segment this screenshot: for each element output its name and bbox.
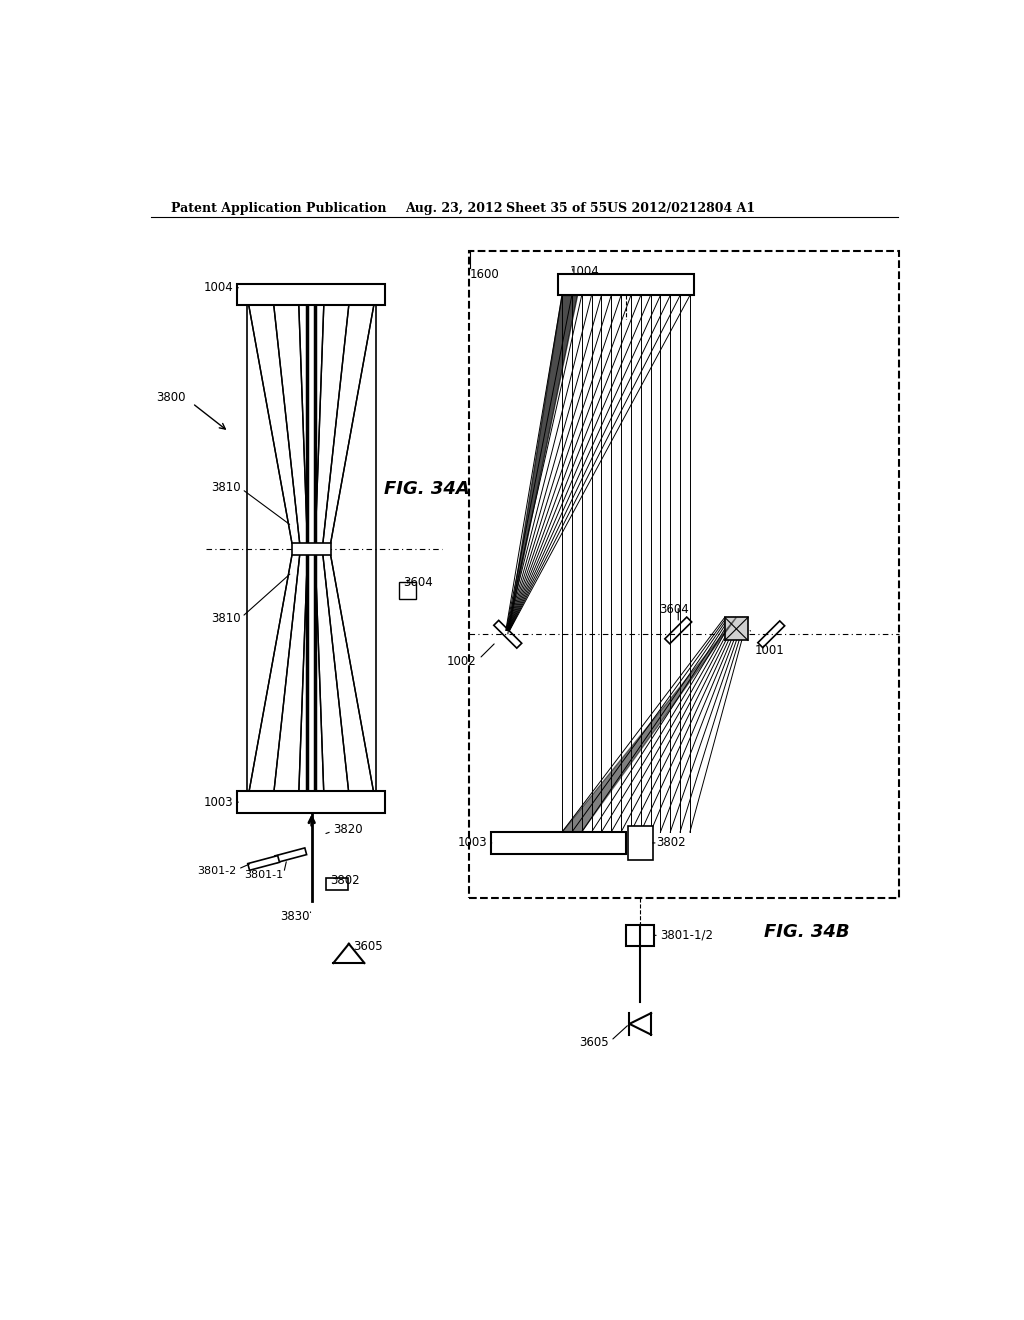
Text: 1001: 1001 [755,644,784,657]
Text: FIG. 34A: FIG. 34A [384,480,469,499]
Polygon shape [494,620,521,648]
Bar [238,792,385,813]
Polygon shape [758,620,784,648]
Text: 3820: 3820 [334,824,362,837]
Polygon shape [248,855,280,870]
Text: 1004: 1004 [569,264,599,277]
Bar [725,618,748,640]
Polygon shape [562,618,736,832]
Text: 3605: 3605 [352,940,382,953]
Text: 3810: 3810 [211,612,241,624]
Text: 1004: 1004 [204,281,233,294]
Text: Patent Application Publication: Patent Application Publication [171,202,386,215]
Text: FIG. 34B: FIG. 34B [764,923,849,941]
Text: 1003: 1003 [204,796,233,809]
Text: Aug. 23, 2012: Aug. 23, 2012 [406,202,503,215]
Bar [399,582,417,599]
Bar [469,251,899,898]
Bar [490,832,627,854]
Text: 3801-2: 3801-2 [198,866,237,875]
Text: 3800: 3800 [157,391,186,404]
Text: 3604: 3604 [403,576,433,589]
Text: 1600: 1600 [470,268,500,281]
Bar [292,543,331,556]
Text: 3810: 3810 [211,480,241,494]
Text: 3802: 3802 [656,837,686,850]
Text: US 2012/0212804 A1: US 2012/0212804 A1 [607,202,755,215]
Text: 3802: 3802 [331,874,359,887]
Polygon shape [274,847,306,862]
Polygon shape [508,296,578,635]
Bar [327,878,348,890]
Text: Sheet 35 of 55: Sheet 35 of 55 [506,202,607,215]
Text: 3605: 3605 [580,1036,609,1049]
Bar [628,826,652,859]
Polygon shape [665,616,691,644]
Bar [238,284,385,305]
Text: 1003: 1003 [457,837,486,850]
Bar [558,275,693,296]
Text: 1002: 1002 [447,655,477,668]
Text: 3604: 3604 [659,603,689,616]
Text: 3830: 3830 [280,911,309,924]
Text: 3801-1/2: 3801-1/2 [660,929,714,942]
Bar [627,924,654,946]
Text: 3801-1: 3801-1 [244,870,283,879]
